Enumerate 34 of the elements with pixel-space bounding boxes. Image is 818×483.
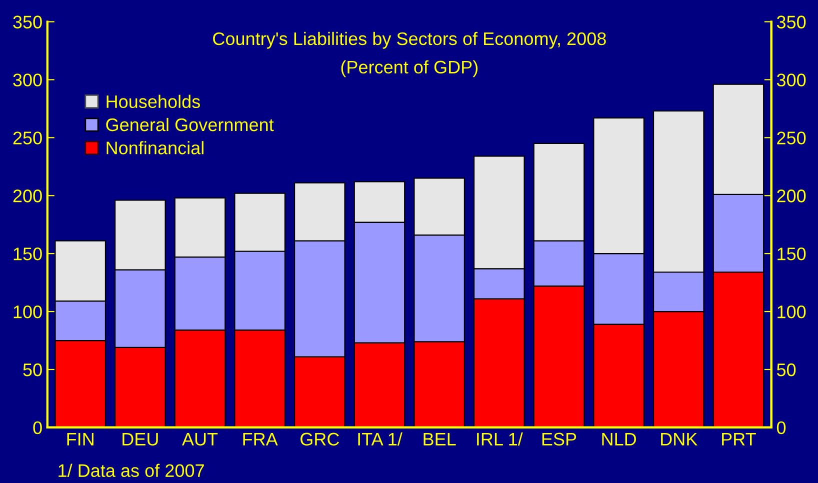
- y-tick-label: 50: [23, 363, 42, 376]
- y2-tick-label: 200: [777, 190, 806, 202]
- x-tick-label: FRA: [243, 432, 278, 446]
- text: 1/ Data as of 2007: [58, 464, 204, 478]
- y2-tick-label: 100: [778, 305, 806, 318]
- x-tick-label: ESP: [542, 432, 576, 446]
- y-tick-label: 250: [13, 132, 42, 144]
- y-tick-label: 100: [14, 305, 42, 318]
- y2-tick-label: 350: [776, 16, 806, 28]
- y-tick-label: 200: [13, 190, 42, 202]
- y-tick-label: 350: [13, 16, 42, 28]
- x-tick-label: IRL 1/: [477, 432, 523, 446]
- y-tick-label: 0: [33, 421, 42, 434]
- x-tick-label: PRT: [722, 432, 756, 446]
- x-tick-label: FIN: [67, 432, 94, 446]
- y2-tick-label: 0: [776, 421, 786, 434]
- legend-label: Nonfinancial: [106, 141, 204, 154]
- y-tick-label: 300: [13, 74, 42, 86]
- y-tick-label: 150: [14, 248, 42, 260]
- y2-tick-label: 50: [776, 363, 796, 376]
- legend-label: Households: [106, 94, 200, 108]
- y2-tick-label: 300: [776, 74, 806, 86]
- x-tick-label: ITA 1/: [358, 432, 402, 446]
- x-tick-label: AUT: [182, 432, 218, 446]
- x-tick-label: GRC: [300, 432, 340, 446]
- x-tick-label: DNK: [661, 432, 698, 446]
- legend-label: General Government: [106, 118, 274, 132]
- text: Country's Liabilities by Sectors of Economy, 2008: [213, 32, 606, 49]
- x-tick-label: NLD: [602, 432, 636, 446]
- y2-tick-label: 150: [778, 248, 806, 260]
- x-tick-label: DEU: [122, 432, 158, 446]
- y2-tick-label: 250: [777, 132, 806, 144]
- text: (Percent of GDP): [341, 60, 478, 78]
- x-tick-label: BEL: [424, 432, 456, 446]
